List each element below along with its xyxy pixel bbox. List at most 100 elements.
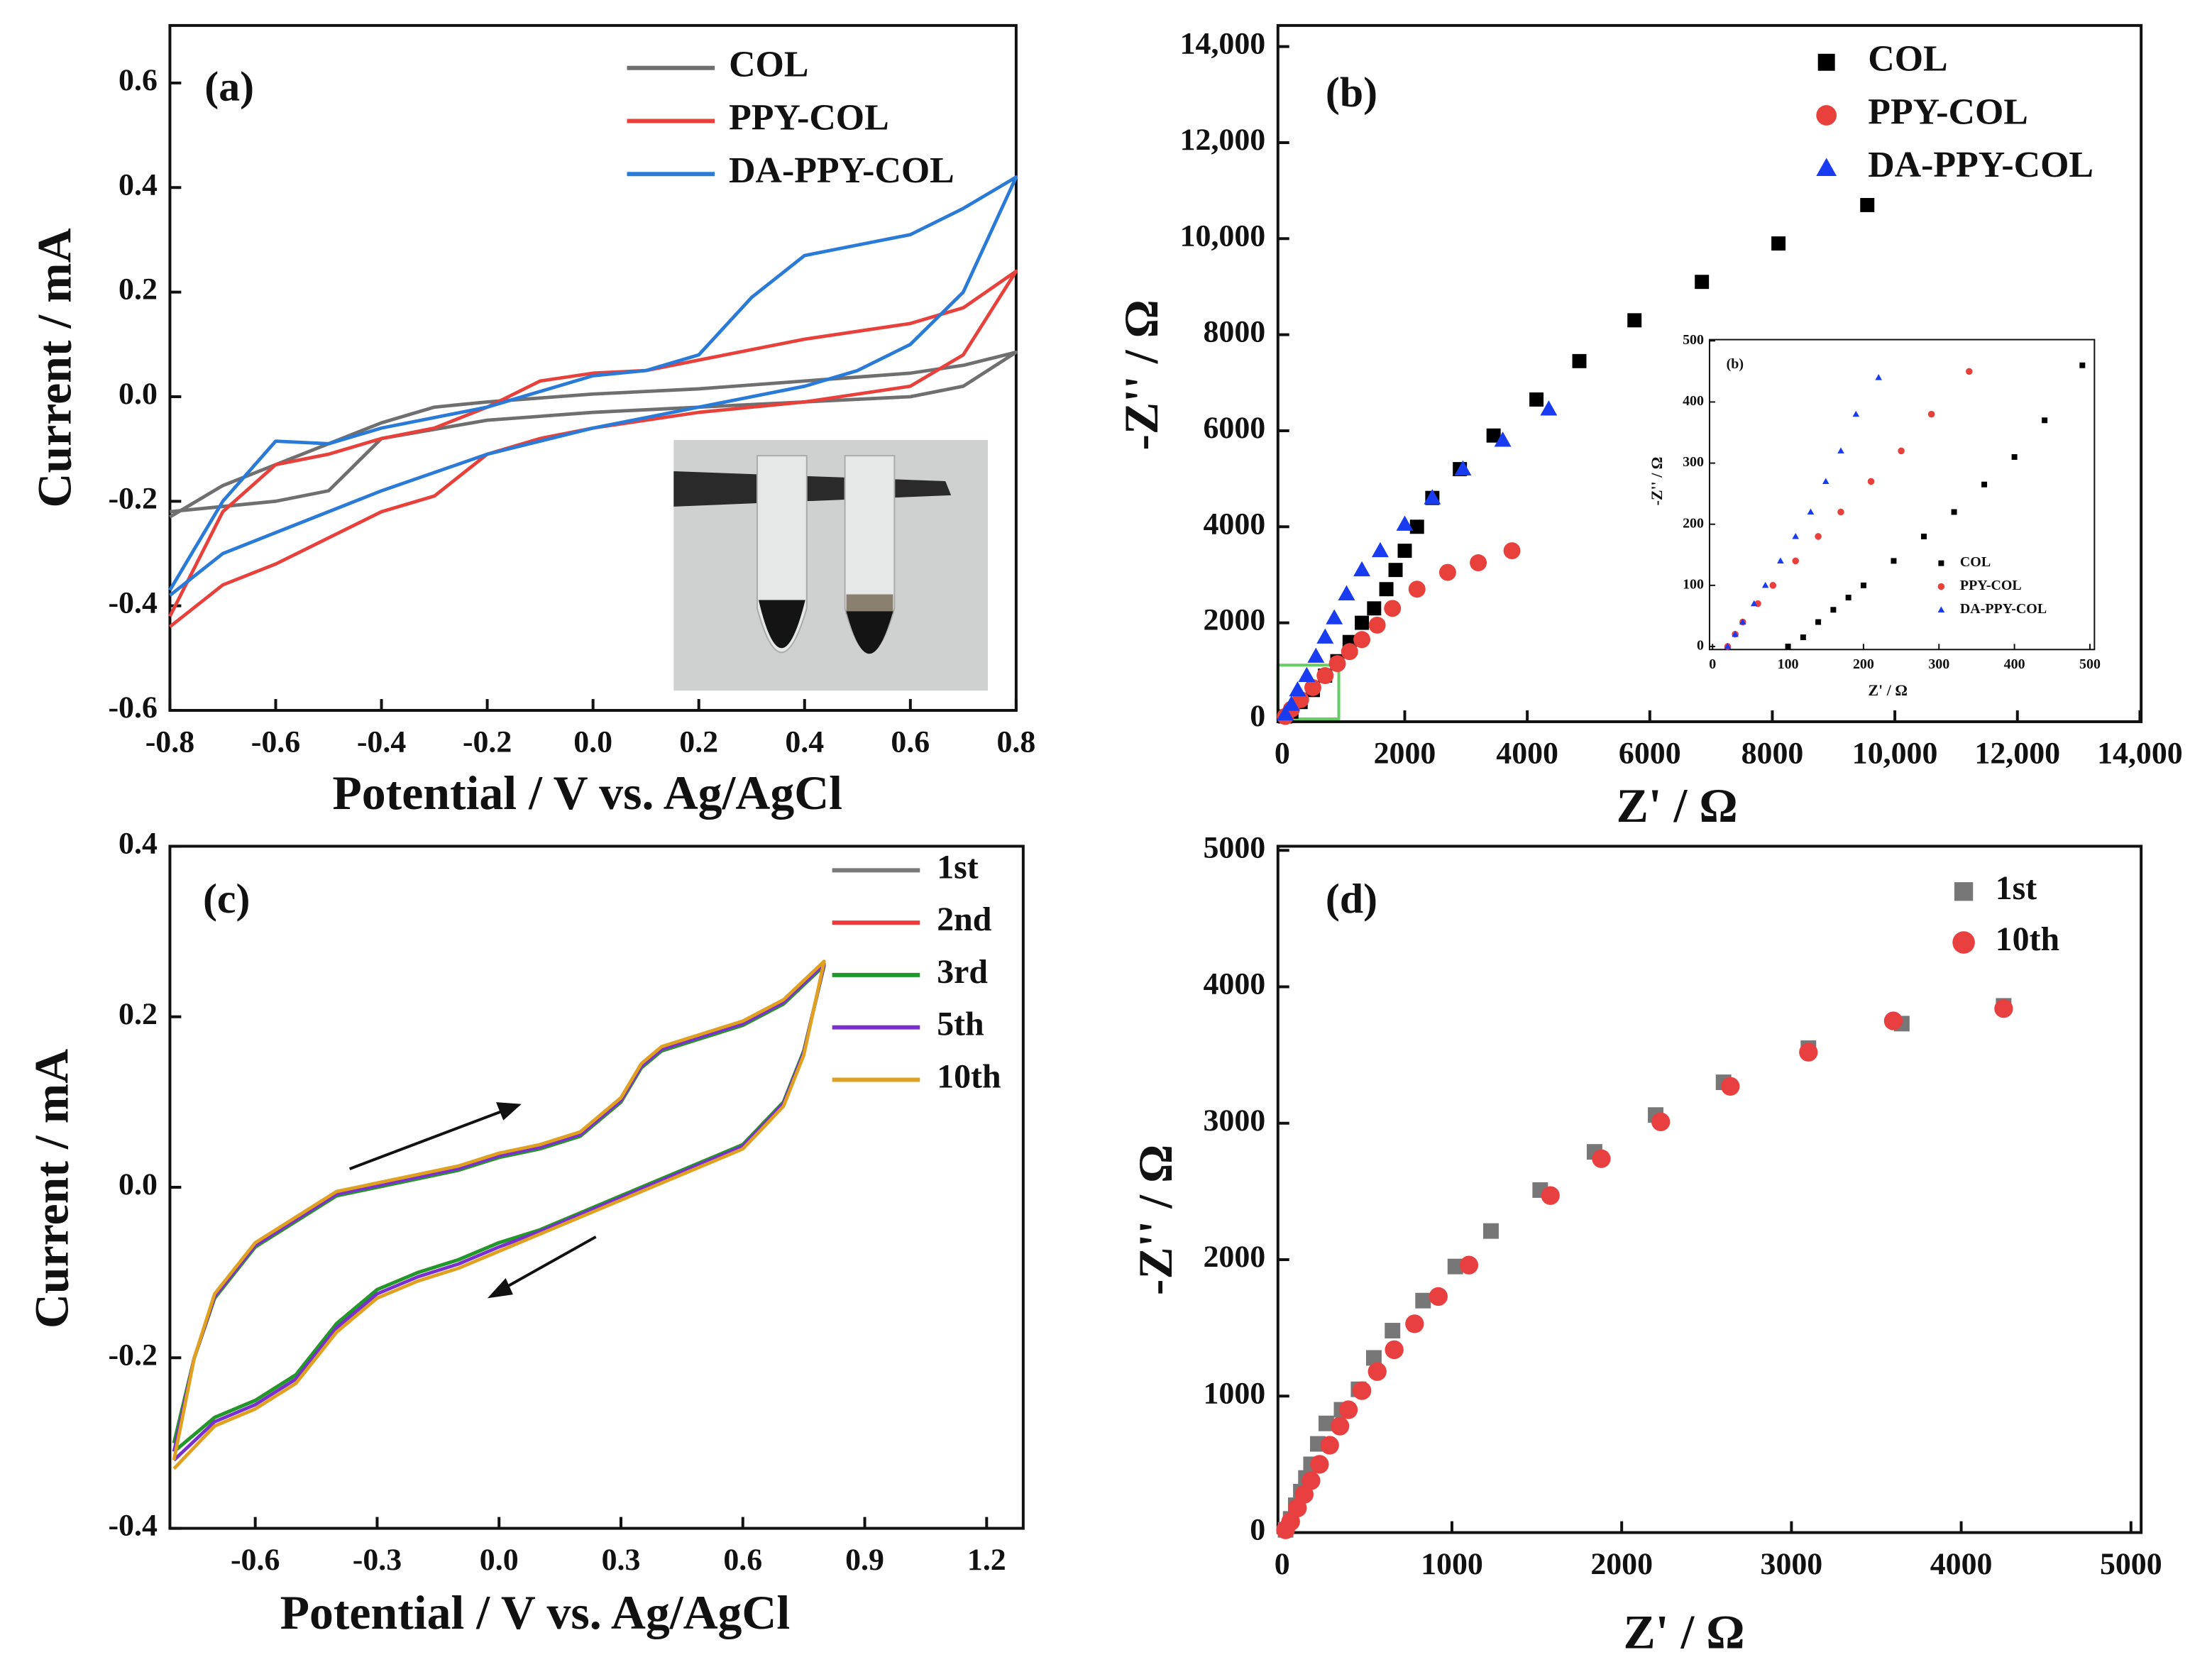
marker — [1486, 428, 1501, 443]
y-tick-label: 8000 — [1204, 315, 1266, 349]
marker — [1875, 374, 1882, 380]
marker — [2042, 417, 2048, 424]
marker — [1822, 478, 1829, 484]
y-tick-label: 6000 — [1204, 411, 1266, 445]
marker — [1695, 275, 1710, 290]
y-tick-label: 14,000 — [1180, 27, 1266, 61]
x-tick-label: -0.6 — [231, 1543, 280, 1577]
y-tick-label: 2000 — [1204, 603, 1266, 637]
marker — [1328, 655, 1346, 673]
x-tick-label: -0.4 — [357, 725, 407, 759]
marker — [1326, 609, 1343, 625]
marker — [1921, 533, 1927, 539]
marker — [1529, 392, 1544, 407]
legend-label: DA-PPY-COL — [1960, 601, 2047, 617]
legend-label: DA-PPY-COL — [1868, 145, 2093, 185]
y-tick-label: -0.2 — [108, 1338, 157, 1372]
marker — [1397, 544, 1412, 559]
y-tick-label: 0 — [1250, 699, 1265, 733]
marker — [1750, 600, 1758, 607]
marker — [1289, 681, 1306, 697]
marker — [1330, 1416, 1350, 1436]
y-tick-label: 200 — [1683, 515, 1704, 531]
marker — [1338, 1400, 1358, 1419]
y-tick-label: 0.4 — [119, 167, 158, 202]
y-tick-label: 2000 — [1204, 1240, 1266, 1274]
marker — [1724, 643, 1732, 649]
marker — [1951, 509, 1957, 515]
tube-sediment — [846, 594, 893, 615]
y-tick-label: 4000 — [1204, 967, 1266, 1001]
marker — [1408, 581, 1426, 598]
legend-swatch — [1937, 606, 1945, 613]
marker — [1815, 619, 1822, 625]
marker — [1592, 1149, 1611, 1168]
x-tick-label: -0.8 — [145, 725, 194, 759]
x-tick-label: -0.6 — [251, 725, 300, 759]
marker — [1792, 532, 1799, 539]
legend-swatch — [1954, 882, 1974, 901]
x-tick-label: 0.3 — [602, 1543, 641, 1577]
photo-inset — [673, 440, 988, 691]
marker — [1310, 1455, 1329, 1474]
marker — [1298, 666, 1316, 682]
y-tick-label: 100 — [1683, 576, 1704, 592]
marker — [1761, 581, 1769, 588]
marker — [1368, 617, 1386, 634]
marker — [1815, 533, 1822, 540]
marker — [1385, 1340, 1404, 1360]
x-tick-label: 4000 — [1496, 736, 1558, 770]
plot-frame — [1708, 339, 2096, 651]
marker — [1739, 618, 1746, 625]
y-tick-label: 0.6 — [119, 63, 158, 97]
x-tick-label: 300 — [1928, 656, 1949, 672]
y-tick-label: -0.4 — [108, 586, 158, 620]
legend-swatch — [1816, 105, 1837, 126]
panel: 0 100 200 300 400 500 0 100 200 300 400 500 Z' / Ω -Z… — [1648, 332, 2101, 699]
y-tick-label: 0.0 — [119, 377, 158, 411]
marker — [1807, 508, 1815, 515]
panel-label: (a) — [204, 62, 254, 109]
x-axis-label: Z' / Ω — [1617, 779, 1738, 832]
x-tick-label: 0.0 — [573, 725, 612, 759]
marker — [1927, 410, 1935, 418]
marker — [1769, 582, 1777, 589]
marker — [1320, 1436, 1339, 1455]
x-tick-label: 12,000 — [1974, 736, 2060, 770]
series-line — [168, 175, 1018, 597]
marker — [2079, 362, 2086, 368]
marker — [1282, 695, 1300, 711]
marker — [1424, 489, 1441, 505]
x-tick-label: 3000 — [1761, 1547, 1823, 1581]
y-tick-label: 3000 — [1204, 1104, 1266, 1138]
x-tick-label: 1000 — [1421, 1547, 1483, 1581]
marker — [2011, 453, 2018, 460]
y-tick-label: -0.2 — [108, 481, 157, 515]
y-tick-label: 10,000 — [1180, 219, 1266, 253]
marker — [1845, 595, 1851, 601]
arrow-head — [487, 1278, 513, 1299]
marker — [1994, 999, 2013, 1018]
x-axis-label: Z' / Ω — [1869, 681, 1908, 699]
marker — [1732, 630, 1739, 637]
legend-label: COL — [1868, 39, 1947, 79]
series-line — [172, 959, 826, 1470]
marker — [1483, 1223, 1499, 1239]
panel: -0.8 -0.6 -0.4 -0.2 0.0 0.2 0.4 0.6 0.8-0.6-0.4-… — [28, 23, 1035, 820]
x-tick-label: 0.9 — [845, 1543, 884, 1577]
marker — [1384, 600, 1402, 617]
y-axis-label: -Z'' / Ω — [1115, 299, 1168, 450]
y-tick-label: 0 — [1250, 1513, 1265, 1547]
legend-label: 3rd — [937, 953, 988, 991]
legend-label: 10th — [937, 1057, 1001, 1095]
x-tick-label: 100 — [1778, 656, 1799, 672]
x-tick-label: 2000 — [1374, 736, 1436, 770]
panel-label: (b) — [1727, 356, 1744, 372]
legend-label: 1st — [937, 848, 979, 886]
marker — [1966, 368, 1973, 375]
x-tick-label: 0 — [1709, 656, 1716, 672]
arrow — [502, 1236, 597, 1291]
marker — [1338, 585, 1355, 600]
